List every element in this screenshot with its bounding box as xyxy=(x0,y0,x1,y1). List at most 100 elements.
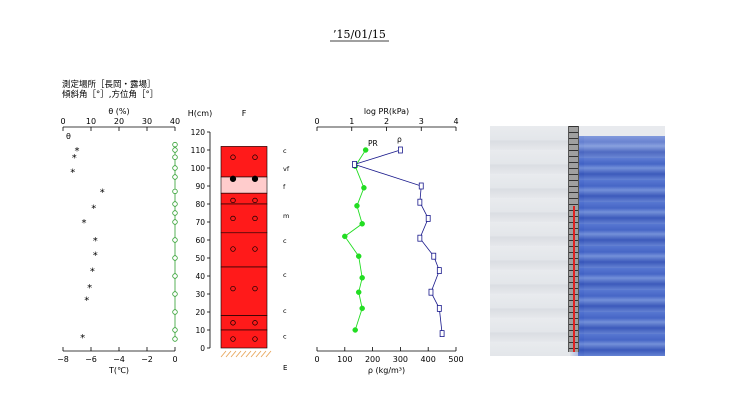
theta-point xyxy=(172,291,178,297)
ground-label: E xyxy=(283,364,287,372)
theta-point xyxy=(172,309,178,315)
pr-point xyxy=(359,275,365,281)
snow-layer xyxy=(220,232,268,268)
grain-type-label: vf xyxy=(283,165,290,173)
grain-type-label: f xyxy=(283,183,286,191)
snow-layer xyxy=(220,203,268,234)
grain-shape-mark xyxy=(230,336,236,342)
theta-point xyxy=(172,165,178,171)
temperature-point: * xyxy=(93,236,98,247)
grain-shape-mark xyxy=(229,175,237,182)
snow-layer xyxy=(220,176,268,194)
site-info-line-2: 傾斜角［°］,方位角［°］ xyxy=(62,89,158,100)
height-tick-label: 120 xyxy=(191,128,206,137)
layer-panel: 0 10 20 30 40 50 60 70 80 90 100 110 120 H(cm) Fc vf f m c… xyxy=(188,109,290,372)
temperature-tick-label: −2 xyxy=(141,355,153,364)
grain-shape-mark xyxy=(252,320,258,326)
density-tick-label: 200 xyxy=(365,355,380,364)
height-tick-label: 80 xyxy=(195,200,205,209)
pr-point xyxy=(362,147,369,153)
height-axis-title: H(cm) xyxy=(188,109,212,118)
height-tick-label: 60 xyxy=(195,236,205,245)
theta-point xyxy=(172,141,178,148)
pr-point xyxy=(342,233,348,240)
density-point xyxy=(431,252,437,260)
density-axis-title: ρ (kg/m³) xyxy=(368,366,405,375)
density-point xyxy=(425,214,431,222)
logpr-axis-title: log PR(kPa) xyxy=(364,107,409,116)
theta-point xyxy=(172,154,178,160)
temperature-tick-label: −8 xyxy=(57,355,69,364)
density-point xyxy=(436,304,442,312)
density-point xyxy=(397,146,403,154)
pr-series-line xyxy=(344,149,367,331)
grain-shape-mark xyxy=(230,285,236,292)
ground-hatch xyxy=(250,350,257,358)
pr-point xyxy=(355,253,362,259)
temperature-point: * xyxy=(90,267,95,278)
snow-pit-photo xyxy=(490,126,665,356)
theta-tick-label: 0 xyxy=(60,117,65,126)
logpr-tick-label: 2 xyxy=(384,117,389,126)
hardness-column-title: F xyxy=(242,109,247,118)
theta-point xyxy=(172,237,178,243)
density-tick-label: 0 xyxy=(314,355,319,364)
pr-point xyxy=(355,289,362,295)
density-tick-label: 500 xyxy=(448,355,463,364)
height-tick-label: 20 xyxy=(195,308,205,317)
density-point xyxy=(436,267,442,275)
grain-shape-mark xyxy=(252,197,258,204)
theta-point xyxy=(172,210,178,216)
temperature-point: * xyxy=(70,168,75,179)
temperature-point: * xyxy=(75,146,80,157)
temperature-tick-label: 0 xyxy=(172,355,177,364)
height-tick-label: 110 xyxy=(191,146,206,155)
snow-layer xyxy=(220,146,268,178)
density-point xyxy=(417,234,423,242)
grain-type-label: c xyxy=(283,271,287,279)
height-tick-label: 40 xyxy=(195,272,205,281)
theta-point xyxy=(172,219,178,225)
theta-series-label: θ xyxy=(66,132,71,141)
grain-shape-mark xyxy=(251,175,259,182)
theta-tick-label: 10 xyxy=(86,117,96,126)
grain-shape-mark xyxy=(252,336,258,342)
height-tick-label: 90 xyxy=(195,182,205,191)
temperature-point: * xyxy=(72,153,77,164)
density-series-label: ρ xyxy=(397,135,402,144)
pr-point xyxy=(359,221,365,227)
temperature-point: * xyxy=(87,283,92,294)
density-point xyxy=(418,182,424,190)
temperature-point: * xyxy=(100,187,105,198)
grain-type-label: c xyxy=(283,147,287,155)
grain-shape-mark xyxy=(252,154,258,160)
height-tick-label: 70 xyxy=(195,218,205,227)
density-series-line xyxy=(353,149,443,334)
temperature-point: * xyxy=(80,333,85,344)
theta-point xyxy=(172,188,178,195)
ground-hatch xyxy=(220,350,227,358)
grain-shape-mark xyxy=(252,285,258,292)
pr-point xyxy=(352,327,358,333)
height-tick-label: 50 xyxy=(195,254,205,263)
grain-type-label: c xyxy=(283,307,287,315)
temperature-point: * xyxy=(91,204,96,215)
theta-tick-label: 40 xyxy=(170,117,180,126)
temperature-point: * xyxy=(84,295,89,306)
snow-layer xyxy=(220,315,268,331)
theta-point xyxy=(172,273,178,279)
ground-hatch xyxy=(265,350,272,358)
density-tick-label: 400 xyxy=(421,355,436,364)
snow-layer xyxy=(220,266,268,316)
theta-point xyxy=(172,327,178,333)
grain-type-label: c xyxy=(283,237,287,245)
theta-axis-title: θ (%) xyxy=(108,107,129,116)
temperature-tick-label: −4 xyxy=(113,355,125,364)
theta-point xyxy=(172,147,178,153)
theta-tick-label: 30 xyxy=(142,117,152,126)
grain-shape-mark xyxy=(252,215,258,222)
grain-shape-mark xyxy=(230,197,236,204)
ground-hatch xyxy=(240,350,247,358)
pr-series-label: PR xyxy=(368,139,378,148)
